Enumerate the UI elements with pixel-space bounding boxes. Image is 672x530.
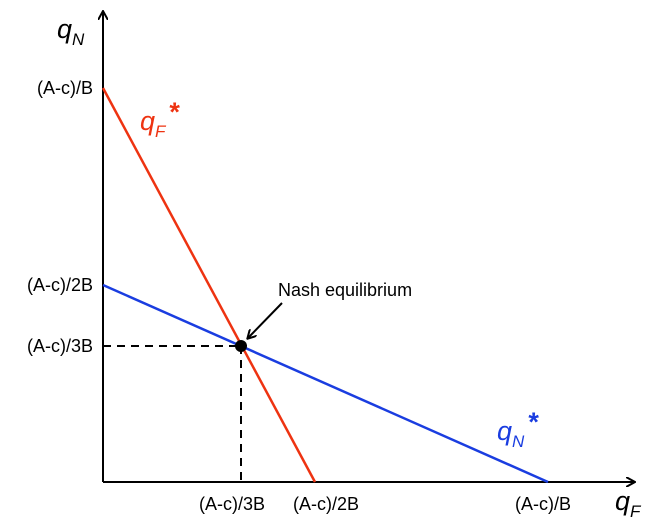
symbol: q — [140, 106, 155, 136]
x-tick-label: (A-c)/3B — [199, 494, 265, 514]
x-axis-label: qF — [615, 486, 642, 521]
subscript: F — [155, 122, 167, 141]
y-tick-label: (A-c)/2B — [27, 275, 93, 295]
y-axis-label: qN — [57, 14, 85, 49]
annotation: Nash equilibrium — [278, 280, 412, 300]
subscript: N — [512, 432, 525, 451]
x-tick-label: (A-c)/B — [515, 494, 571, 514]
star: * — [528, 407, 539, 437]
x-tick-label: (A-c)/2B — [293, 494, 359, 514]
y-tick-label: (A-c)/3B — [27, 336, 93, 356]
symbol: q — [57, 14, 72, 44]
reaction-line-n — [102, 283, 549, 484]
y-tick-label: (A-c)/B — [37, 78, 93, 98]
symbol: q — [615, 486, 630, 516]
subscript: N — [72, 30, 85, 49]
symbol: q — [497, 416, 512, 446]
curve-label: qN* — [497, 407, 539, 451]
annotation-arrow — [248, 302, 283, 338]
subscript: F — [630, 502, 642, 521]
reaction-line-f — [101, 87, 317, 483]
equilibrium-point — [235, 340, 247, 352]
curve-label: qF* — [140, 97, 180, 141]
star: * — [169, 97, 180, 127]
